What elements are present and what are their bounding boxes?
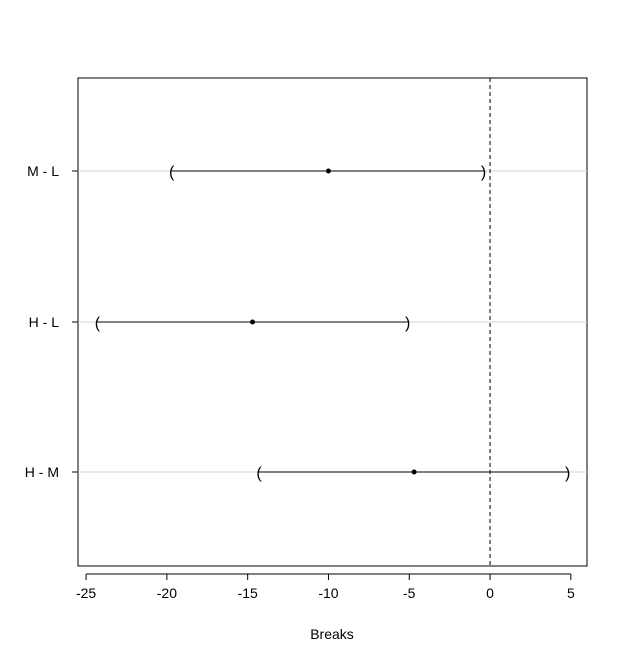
y-tick-label: M - L: [27, 163, 59, 179]
point-estimate: [411, 469, 417, 475]
x-tick-label: 0: [486, 585, 494, 601]
y-tick-label: H - L: [29, 314, 60, 330]
x-tick-label: 5: [567, 585, 575, 601]
x-tick-label: -5: [403, 585, 416, 601]
interval-lower-bracket: (: [256, 465, 262, 482]
interval-upper-bracket: ): [405, 315, 410, 332]
x-tick-label: -25: [76, 585, 96, 601]
y-tick-label: H - M: [25, 464, 59, 480]
interval-upper-bracket: ): [481, 164, 486, 181]
x-tick-label: -10: [318, 585, 338, 601]
x-tick-label: -15: [238, 585, 258, 601]
x-axis-title: Breaks: [310, 626, 354, 642]
x-axis: -25 -20 -15 -10 -5 0 5: [76, 573, 575, 601]
confidence-intervals: () () (): [95, 164, 571, 482]
interval-lower-bracket: (: [169, 164, 175, 181]
interval-lower-bracket: (: [95, 315, 101, 332]
interval-upper-bracket: ): [565, 465, 570, 482]
x-tick-label: -20: [157, 585, 177, 601]
y-axis: M - L H - L H - M: [25, 163, 78, 480]
point-estimate: [325, 168, 331, 174]
point-estimate: [250, 319, 256, 325]
